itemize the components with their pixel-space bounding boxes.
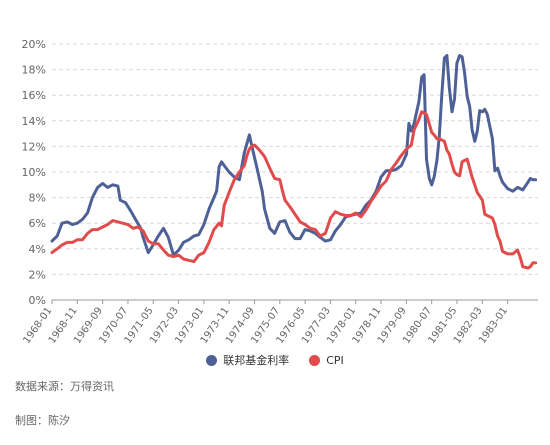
legend-swatch-cpi <box>309 354 321 366</box>
y-tick-label: 8% <box>29 192 46 205</box>
series-line-fed-rate <box>50 54 538 257</box>
grid-lines <box>52 43 538 275</box>
series-lines <box>50 54 538 270</box>
legend: 联邦基金利率 CPI <box>0 352 550 368</box>
y-tick-label: 20% <box>22 38 46 51</box>
y-tick-label: 4% <box>29 243 46 256</box>
data-source-note: 数据来源：万得资讯 <box>15 380 114 393</box>
legend-swatch-fed-rate <box>206 354 218 366</box>
y-tick-label: 2% <box>29 268 46 281</box>
y-tick-label: 16% <box>22 89 46 102</box>
y-tick-label: 14% <box>22 115 46 128</box>
x-axis: 1968-011968-111969-091970-071971-051972-… <box>21 299 538 345</box>
legend-label-cpi: CPI <box>326 353 344 367</box>
y-axis-ticks: 0% 2% 4% 6% 8% 10% 12% 14% 16% 18% 20% <box>22 38 46 307</box>
chart-maker-note: 制图：陈汐 <box>15 414 70 427</box>
series-line-cpi <box>50 110 538 270</box>
y-tick-label: 6% <box>29 217 46 230</box>
y-tick-label: 18% <box>22 64 46 77</box>
line-chart: 0% 2% 4% 6% 8% 10% 12% 14% 16% 18% 20% 1968-011968… <box>21 38 538 345</box>
y-tick-label: 12% <box>22 140 46 153</box>
y-tick-label: 0% <box>29 294 46 307</box>
legend-item-cpi[interactable]: CPI <box>309 352 344 368</box>
y-tick-label: 10% <box>22 166 46 179</box>
legend-label-fed-rate: 联邦基金利率 <box>223 354 290 367</box>
legend-item-fed-rate[interactable]: 联邦基金利率 <box>206 352 289 368</box>
